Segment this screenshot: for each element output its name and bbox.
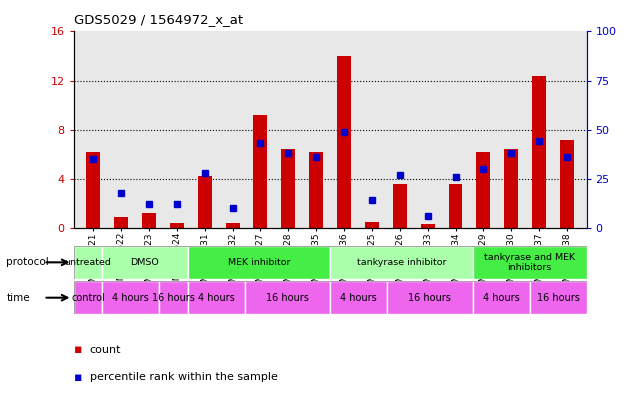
Text: 16 hours: 16 hours — [537, 293, 579, 303]
Bar — [253, 115, 267, 228]
Bar — [188, 281, 245, 314]
Bar — [245, 281, 330, 314]
Bar — [309, 152, 323, 228]
Bar — [393, 184, 407, 228]
Bar — [226, 223, 240, 228]
Bar — [330, 246, 472, 279]
Text: untreated: untreated — [65, 258, 112, 267]
Text: ▪: ▪ — [74, 371, 82, 384]
Bar — [472, 281, 529, 314]
Text: GDS5029 / 1564972_x_at: GDS5029 / 1564972_x_at — [74, 13, 243, 26]
Bar — [74, 281, 102, 314]
Bar — [420, 224, 435, 228]
Text: time: time — [6, 293, 30, 303]
Text: DMSO: DMSO — [131, 258, 160, 267]
Bar — [476, 152, 490, 228]
Bar — [170, 223, 184, 228]
Bar — [281, 149, 296, 228]
Bar — [159, 281, 188, 314]
Bar — [330, 281, 387, 314]
Text: ▪: ▪ — [74, 343, 82, 356]
Bar — [560, 140, 574, 228]
Text: 16 hours: 16 hours — [408, 293, 451, 303]
Bar — [188, 246, 330, 279]
Text: percentile rank within the sample: percentile rank within the sample — [90, 372, 278, 382]
Bar — [337, 56, 351, 228]
Bar — [529, 281, 587, 314]
Bar — [472, 246, 587, 279]
Bar — [449, 184, 463, 228]
Text: protocol: protocol — [6, 257, 49, 267]
Bar — [102, 246, 188, 279]
Bar — [504, 149, 518, 228]
Bar — [387, 281, 472, 314]
Text: 4 hours: 4 hours — [112, 293, 149, 303]
Bar — [365, 222, 379, 228]
Text: MEK inhibitor: MEK inhibitor — [228, 258, 290, 267]
Bar — [102, 281, 159, 314]
Bar — [197, 176, 212, 228]
Text: 16 hours: 16 hours — [152, 293, 195, 303]
Text: 4 hours: 4 hours — [483, 293, 519, 303]
Bar — [532, 75, 546, 228]
Text: count: count — [90, 345, 121, 355]
Text: 4 hours: 4 hours — [198, 293, 235, 303]
Text: tankyrase and MEK
inhibitors: tankyrase and MEK inhibitors — [484, 253, 575, 272]
Text: 4 hours: 4 hours — [340, 293, 377, 303]
Text: tankyrase inhibitor: tankyrase inhibitor — [356, 258, 446, 267]
Text: 16 hours: 16 hours — [266, 293, 309, 303]
Text: control: control — [71, 293, 105, 303]
Bar — [87, 152, 100, 228]
Bar — [74, 246, 102, 279]
Bar — [142, 213, 156, 228]
Bar — [114, 217, 128, 228]
